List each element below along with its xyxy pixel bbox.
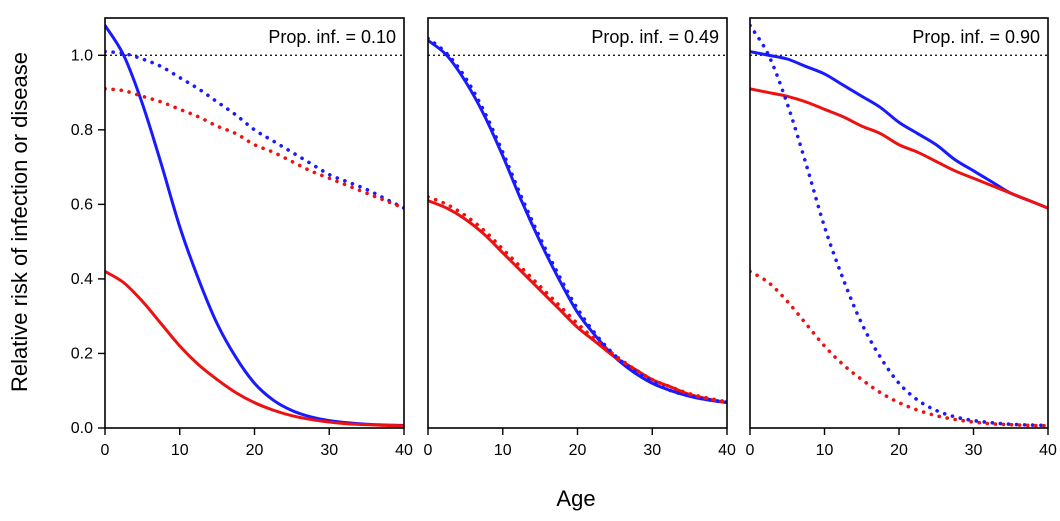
panels-layer: 0 10 20 30 40 0.0 0.2 0.4 0.6 0.8 1.0 Prop. inf. = … [71, 17, 1057, 459]
series-blue-solid [105, 23, 404, 427]
panel-frame [104, 17, 405, 429]
panel-3: 0 10 20 30 40 Prop. inf. = 0.90 [746, 17, 1057, 459]
x-tick-label: 30 [643, 442, 661, 459]
series-blue-dotted [750, 23, 1048, 428]
y-tick-label: 1.0 [71, 47, 93, 64]
series-blue-solid [428, 38, 727, 405]
x-tick-label: 20 [890, 442, 908, 459]
y-tick-label: 0.6 [71, 196, 93, 213]
x-tick-label: 40 [1039, 442, 1057, 459]
y-tick-label: 0.4 [71, 271, 93, 288]
panel-title: Prop. inf. = 0.90 [912, 27, 1040, 47]
panel-2: 0 10 20 30 40 Prop. inf. = 0.49 [424, 17, 736, 459]
panel-title: Prop. inf. = 0.49 [591, 27, 719, 47]
series-group [105, 23, 404, 428]
y-tick-label: 0.8 [71, 122, 93, 139]
x-tick-label: 40 [395, 442, 413, 459]
series-blue-solid [750, 50, 1048, 210]
x-axis-title: Age [556, 486, 595, 511]
x-tick-label: 0 [424, 442, 433, 459]
x-tick-label: 30 [320, 442, 338, 459]
x-tick-label: 10 [816, 442, 834, 459]
x-tick-label: 0 [101, 442, 110, 459]
x-tick-label: 20 [569, 442, 587, 459]
x-tick-label: 10 [171, 442, 189, 459]
series-group [428, 36, 727, 405]
x-tick-label: 20 [246, 442, 264, 459]
series-red-dotted [750, 269, 1048, 428]
series-red-solid [428, 199, 727, 405]
panel-title: Prop. inf. = 0.10 [268, 27, 396, 47]
x-tick-label: 10 [494, 442, 512, 459]
series-red-solid [750, 87, 1048, 210]
series-group [750, 23, 1048, 428]
y-tick-label: 0.0 [71, 420, 93, 437]
y-tick-label: 0.2 [71, 345, 93, 362]
y-axis-title: Relative risk of infection or disease [7, 52, 32, 392]
x-tick-label: 40 [718, 442, 736, 459]
panel-1: 0 10 20 30 40 0.0 0.2 0.4 0.6 0.8 1.0 Prop. inf. = … [71, 17, 413, 459]
x-tick-label: 0 [746, 442, 755, 459]
x-tick-label: 30 [965, 442, 983, 459]
panel-frame [749, 17, 1049, 429]
series-red-dotted [428, 195, 727, 404]
series-blue-dotted [428, 36, 727, 405]
series-red-dotted [105, 87, 404, 210]
series-blue-dotted [105, 49, 404, 210]
series-red-solid [105, 269, 404, 428]
